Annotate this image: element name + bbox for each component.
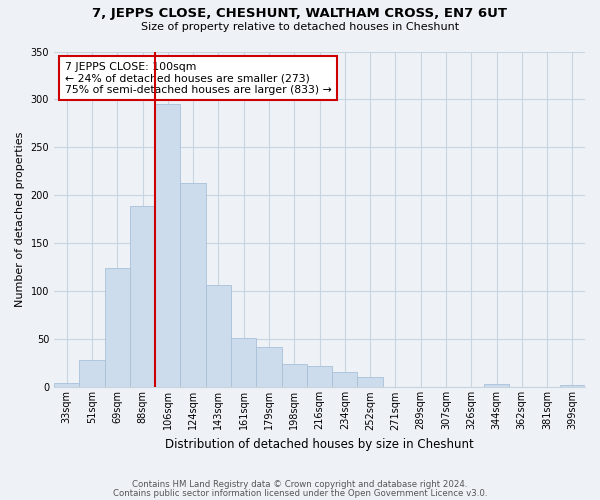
Text: 7, JEPPS CLOSE, CHESHUNT, WALTHAM CROSS, EN7 6UT: 7, JEPPS CLOSE, CHESHUNT, WALTHAM CROSS,… [92,8,508,20]
Bar [307,366,332,388]
Bar [130,206,155,388]
Bar [181,183,206,388]
Bar [484,384,509,388]
Text: Contains HM Land Registry data © Crown copyright and database right 2024.: Contains HM Land Registry data © Crown c… [132,480,468,489]
Y-axis label: Number of detached properties: Number of detached properties [15,132,25,307]
Bar [332,372,358,388]
Bar [79,360,104,388]
X-axis label: Distribution of detached houses by size in Cheshunt: Distribution of detached houses by size … [165,438,474,451]
Bar [256,347,281,388]
Bar [206,284,231,388]
Text: 7 JEPPS CLOSE: 100sqm
← 24% of detached houses are smaller (273)
75% of semi-det: 7 JEPPS CLOSE: 100sqm ← 24% of detached … [65,62,331,95]
Bar [231,338,256,388]
Bar [155,104,181,388]
Bar [104,268,130,388]
Text: Contains public sector information licensed under the Open Government Licence v3: Contains public sector information licen… [113,489,487,498]
Text: Size of property relative to detached houses in Cheshunt: Size of property relative to detached ho… [141,22,459,32]
Bar [358,377,383,388]
Bar [281,364,307,388]
Bar [54,382,79,388]
Bar [560,386,585,388]
